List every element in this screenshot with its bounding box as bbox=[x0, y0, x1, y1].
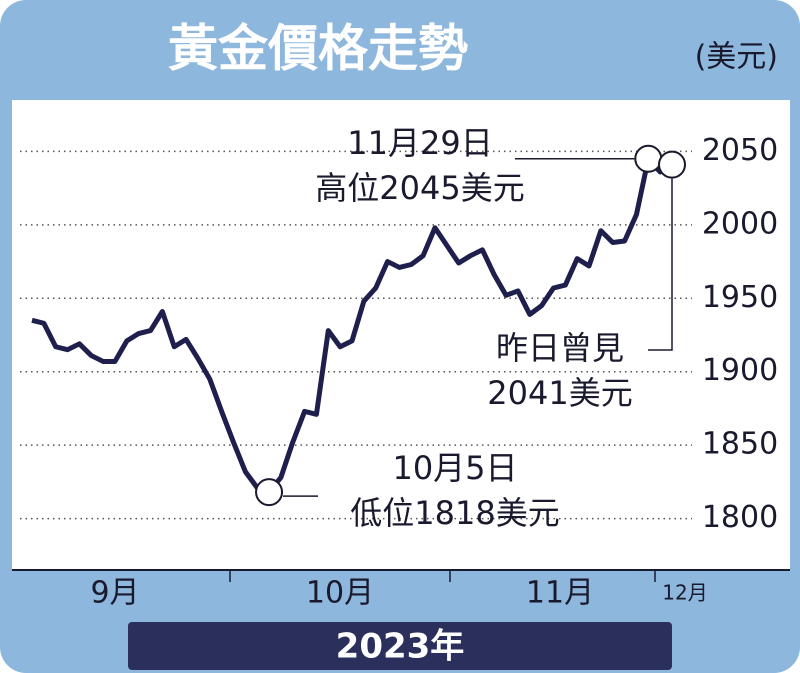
y-tick-label: 1900 bbox=[702, 353, 778, 388]
annotation-marker bbox=[634, 144, 663, 173]
year-label: 2023年 bbox=[336, 627, 465, 667]
chart-title: 黃金價格走勢 bbox=[168, 20, 468, 78]
annotation-marker bbox=[658, 150, 686, 179]
y-tick-label: 2000 bbox=[702, 206, 778, 241]
unit-label: (美元) bbox=[695, 40, 778, 75]
y-tick-label: 1950 bbox=[702, 280, 778, 315]
y-tick-label: 2050 bbox=[702, 133, 778, 168]
leader-line bbox=[648, 178, 673, 351]
annotation-text: 高位2045美元 bbox=[315, 169, 524, 207]
price-line bbox=[31, 156, 674, 495]
y-tick-label: 1800 bbox=[702, 500, 778, 535]
x-tick-label: 12月 bbox=[662, 581, 707, 605]
annotation-text: 11月29日 bbox=[347, 124, 492, 162]
annotation-text: 10月5日 bbox=[392, 449, 517, 487]
annotation-marker bbox=[255, 478, 284, 507]
annotation-text: 2041美元 bbox=[487, 374, 632, 412]
y-tick-label: 1850 bbox=[702, 427, 778, 462]
x-tick-label: 11月 bbox=[526, 576, 594, 611]
x-tick-label: 10月 bbox=[306, 576, 374, 611]
year-box bbox=[128, 622, 672, 670]
x-tick-label: 9月 bbox=[90, 576, 139, 611]
annotation-text: 昨日曾見 bbox=[496, 329, 624, 367]
annotation-text: 低位1818美元 bbox=[350, 494, 559, 532]
